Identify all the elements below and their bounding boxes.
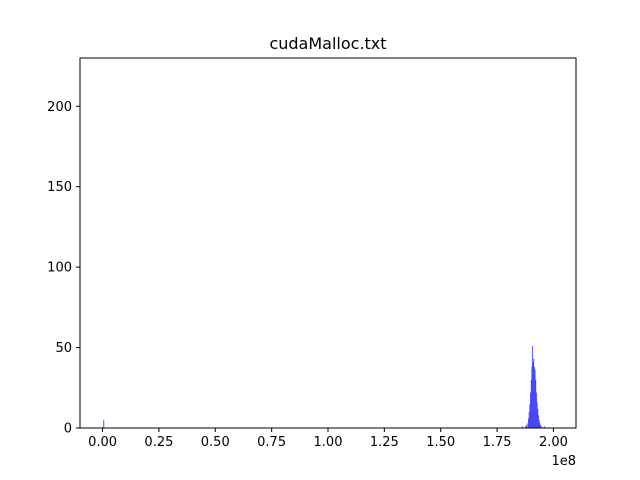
x-tick-label: 0.50 (201, 435, 230, 450)
histogram-bar (530, 392, 532, 428)
histogram-bar (534, 370, 536, 428)
y-tick-label: 100 (47, 261, 72, 276)
plot-frame (79, 57, 577, 429)
x-tick-label: 2.00 (539, 435, 568, 450)
chart-title: cudaMalloc.txt (269, 34, 386, 53)
histogram-bar (530, 379, 532, 428)
histogram-bar (103, 419, 105, 428)
x-tick-label: 0.00 (88, 435, 117, 450)
histogram-bar (528, 418, 529, 428)
histogram-bar (540, 424, 541, 428)
x-tick-label: 1.00 (314, 435, 343, 450)
y-tick-label: 50 (55, 341, 72, 356)
x-tick-label: 0.75 (257, 435, 286, 450)
histogram-bar (527, 423, 529, 428)
x-tick-label: 0.25 (144, 435, 173, 450)
histogram-bar (536, 402, 538, 428)
histogram-bar (541, 426, 543, 428)
histogram-bar (528, 411, 530, 428)
histogram-bar (535, 379, 537, 428)
histogram-bar (533, 358, 535, 428)
histogram-bar (538, 419, 540, 428)
y-axis-ticks: 0 50 100 150 200 (47, 100, 80, 437)
histogram-bar (526, 424, 527, 428)
histogram-bar (535, 392, 537, 428)
histogram-bar (532, 362, 534, 428)
y-tick-label: 150 (47, 180, 72, 195)
x-axis-scale-label: 1e8 (551, 454, 576, 469)
histogram-bar (531, 345, 533, 428)
histogram-bar (529, 403, 531, 428)
x-tick-label: 1.75 (483, 435, 512, 450)
histogram-bar (544, 426, 545, 428)
x-axis-ticks: 0.00 0.25 0.50 0.75 1.00 1.25 1.50 1.75 2.00 (88, 428, 568, 450)
x-tick-label: 1.25 (370, 435, 399, 450)
x-tick-label: 1.50 (426, 435, 455, 450)
y-tick-label: 200 (47, 100, 72, 115)
histogram-bars (103, 345, 545, 428)
histogram-bar (524, 426, 526, 428)
y-tick-label: 0 (64, 422, 72, 437)
histogram-bar (533, 366, 535, 428)
histogram-bar (538, 415, 539, 428)
histogram-bar (539, 423, 541, 428)
histogram-bar (537, 408, 539, 428)
histogram-bar (521, 426, 523, 428)
